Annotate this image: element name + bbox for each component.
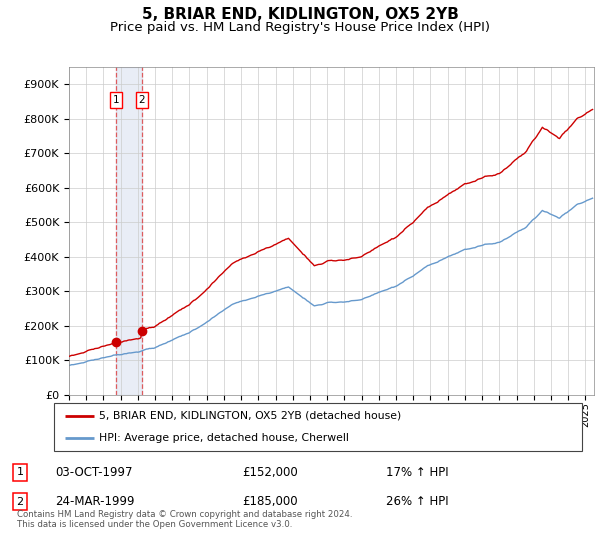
- Text: Price paid vs. HM Land Registry's House Price Index (HPI): Price paid vs. HM Land Registry's House …: [110, 21, 490, 34]
- Text: 1: 1: [113, 95, 119, 105]
- Text: 5, BRIAR END, KIDLINGTON, OX5 2YB (detached house): 5, BRIAR END, KIDLINGTON, OX5 2YB (detac…: [99, 410, 401, 421]
- Text: 17% ↑ HPI: 17% ↑ HPI: [386, 466, 449, 479]
- Text: 5, BRIAR END, KIDLINGTON, OX5 2YB: 5, BRIAR END, KIDLINGTON, OX5 2YB: [142, 7, 458, 22]
- Text: 2: 2: [17, 497, 24, 507]
- Text: 24-MAR-1999: 24-MAR-1999: [55, 495, 134, 508]
- FancyBboxPatch shape: [54, 403, 582, 451]
- Text: £152,000: £152,000: [242, 466, 298, 479]
- Text: 1: 1: [17, 468, 23, 478]
- Text: 2: 2: [139, 95, 145, 105]
- Text: Contains HM Land Registry data © Crown copyright and database right 2024.
This d: Contains HM Land Registry data © Crown c…: [17, 510, 352, 529]
- Text: 03-OCT-1997: 03-OCT-1997: [55, 466, 133, 479]
- Bar: [116, 67, 142, 395]
- Text: £185,000: £185,000: [242, 495, 298, 508]
- Text: 26% ↑ HPI: 26% ↑ HPI: [386, 495, 449, 508]
- Text: HPI: Average price, detached house, Cherwell: HPI: Average price, detached house, Cher…: [99, 433, 349, 444]
